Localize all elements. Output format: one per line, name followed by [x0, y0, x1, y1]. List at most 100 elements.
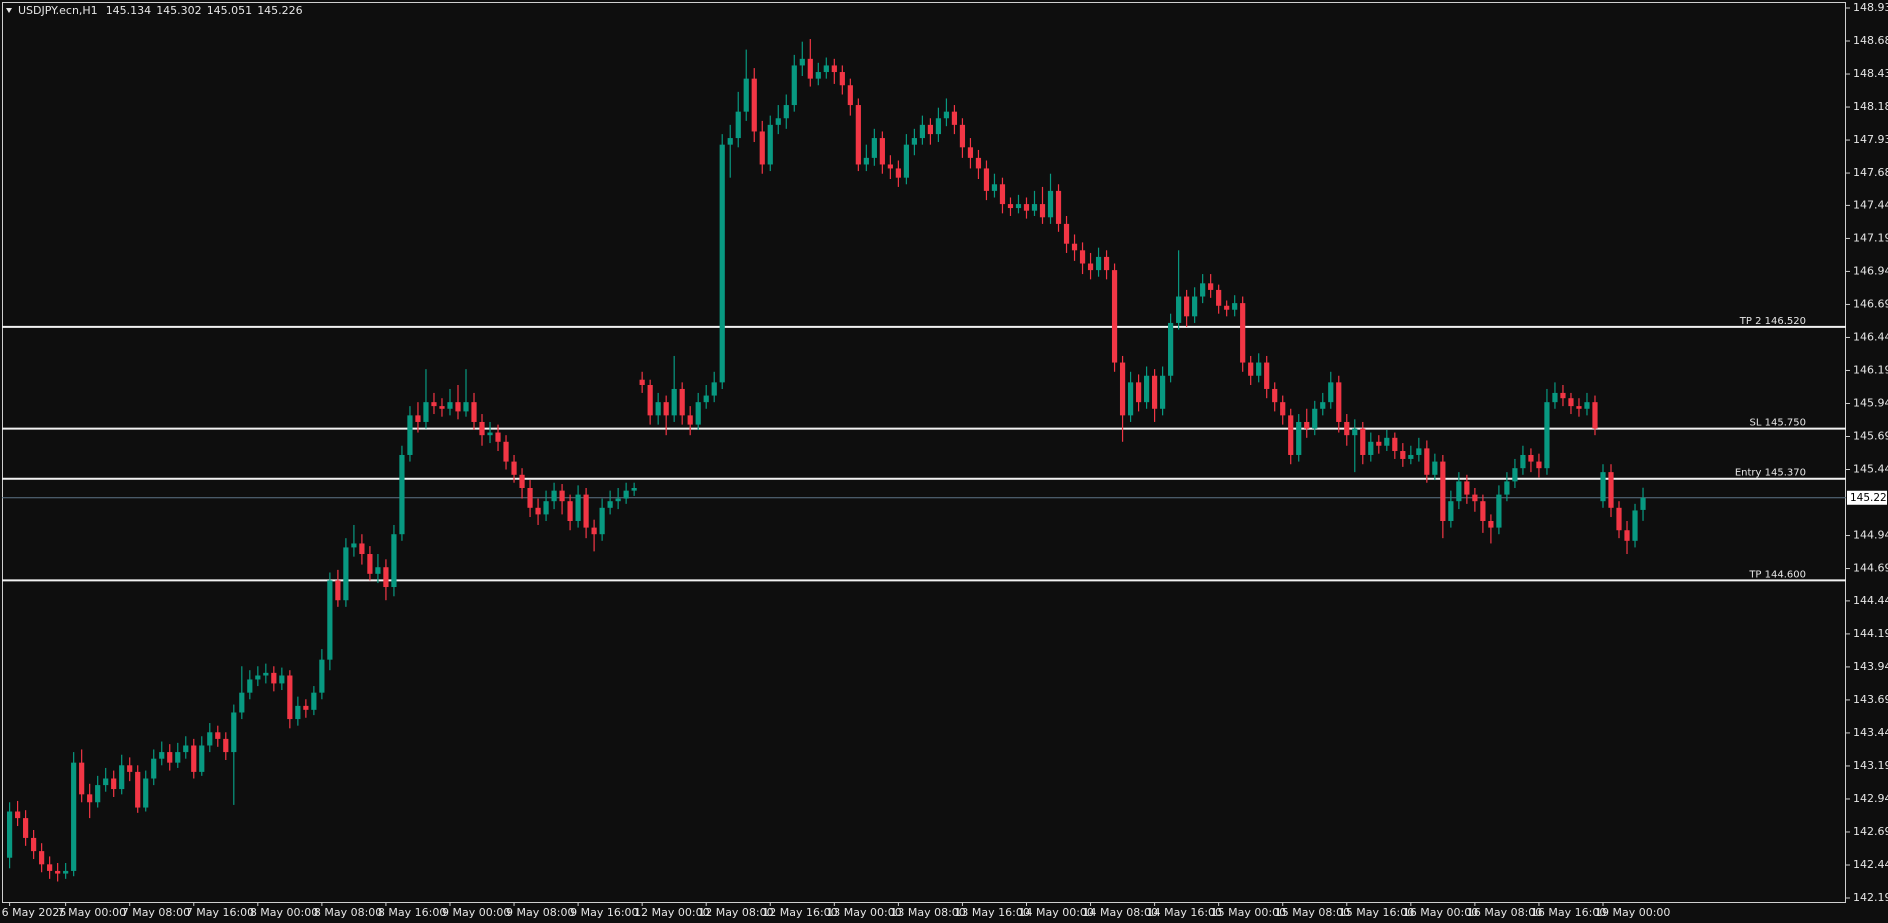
candle-body: [1232, 303, 1238, 310]
x-tick-label: 16 May 08:00: [1467, 906, 1542, 919]
y-tick-label: 143.945: [1853, 660, 1888, 673]
candle-body: [551, 490, 557, 502]
candle-body: [1576, 406, 1582, 409]
candle-body: [319, 659, 325, 693]
candle-body: [983, 168, 990, 191]
x-tick-label: 15 May 00:00: [1211, 906, 1286, 919]
candle-body: [519, 474, 525, 488]
candle-body: [1312, 408, 1318, 429]
x-tick-label: 14 May 16:00: [1147, 906, 1222, 919]
candle-body: [471, 402, 477, 422]
candle-body: [647, 384, 653, 416]
y-tick-label: 145.440: [1853, 463, 1888, 476]
candle-body: [719, 144, 725, 383]
candle-body: [1520, 454, 1526, 469]
candle-body: [967, 147, 974, 158]
candle-body: [223, 738, 229, 753]
candle-body: [167, 752, 173, 763]
y-tick-label: 148.185: [1853, 100, 1888, 113]
candle-body: [727, 138, 733, 145]
y-tick-label: 145.690: [1853, 429, 1888, 442]
candle-body: [879, 138, 885, 165]
candle-body: [495, 432, 501, 442]
current-price-label: 145.226: [1850, 492, 1888, 504]
high-value: 145.302: [156, 4, 202, 17]
x-tick-label: 19 May 00:00: [1595, 906, 1670, 919]
candle-body: [1055, 190, 1062, 224]
candle-body: [959, 124, 966, 148]
candle-body: [175, 752, 181, 763]
candle-body: [1023, 204, 1030, 211]
candle-body: [1640, 497, 1646, 510]
candle-body: [639, 379, 645, 385]
candle-body: [1472, 494, 1478, 502]
candle-body: [575, 494, 581, 522]
y-tick-label: 144.690: [1853, 562, 1888, 575]
candle-body: [535, 507, 541, 515]
x-tick-label: 12 May 16:00: [762, 906, 837, 919]
candle-body: [1560, 392, 1566, 399]
candle-body: [1632, 510, 1638, 541]
candle-body: [1103, 256, 1110, 271]
candle-body: [591, 527, 597, 535]
candle-body: [695, 402, 701, 425]
current-price-tag: [1847, 490, 1887, 505]
y-tick-label: 142.445: [1853, 858, 1888, 871]
candle-body: [1544, 402, 1550, 469]
candle-body: [103, 778, 109, 786]
candle-body: [1296, 421, 1302, 455]
candle-body: [783, 105, 789, 119]
menu-arrow[interactable]: [6, 8, 12, 13]
candle-body: [1488, 521, 1494, 528]
candle-body: [431, 402, 437, 407]
candle-body: [1448, 501, 1454, 522]
x-tick-label: 16 May 00:00: [1403, 906, 1478, 919]
candle-body: [935, 118, 942, 135]
candle-body: [1432, 461, 1438, 475]
candle-body: [1200, 283, 1206, 297]
candle-body: [895, 168, 901, 178]
candle-body: [375, 567, 381, 574]
candle-body: [1264, 362, 1270, 389]
candle-body: [1360, 428, 1366, 455]
candle-body: [807, 58, 813, 79]
candle-body: [71, 762, 77, 871]
candle-body: [1416, 448, 1422, 455]
candle-body: [1168, 322, 1174, 376]
candle-body: [1015, 204, 1022, 209]
candle-body: [127, 765, 133, 772]
candle-body: [1608, 472, 1614, 508]
candle-body: [1095, 256, 1102, 271]
y-tick-label: 144.445: [1853, 594, 1888, 607]
candle-body: [1336, 382, 1342, 422]
chart-header: USDJPY.ecn,H1 145.134 145.302 145.051 145.22…: [18, 4, 303, 17]
x-tick-label: 7 May 08:00: [122, 906, 190, 919]
candle-body: [663, 402, 669, 416]
candle-body: [119, 765, 125, 790]
x-tick-label: 8 May 08:00: [314, 906, 382, 919]
y-tick-label: 148.685: [1853, 34, 1888, 47]
candle-body: [1440, 461, 1446, 522]
candle-body: [47, 864, 53, 871]
candle-body: [1127, 382, 1134, 416]
candle-body: [1344, 421, 1350, 436]
candle-body: [463, 402, 469, 412]
candle-body: [199, 745, 205, 772]
candle-body: [543, 501, 549, 515]
candle-body: [1496, 494, 1502, 528]
candle-body: [1328, 382, 1334, 403]
candle-body: [1192, 296, 1198, 317]
candle-body: [1480, 501, 1486, 522]
candle-body: [839, 72, 845, 86]
candle-body: [735, 111, 741, 139]
candle-body: [1071, 243, 1078, 251]
candle-body: [255, 675, 261, 680]
candle-body: [95, 785, 101, 803]
x-tick-label: 9 May 16:00: [570, 906, 638, 919]
candle-body: [815, 72, 821, 79]
candle-body: [287, 675, 293, 720]
y-tick-label: 143.695: [1853, 693, 1888, 706]
candle-body: [1248, 362, 1254, 376]
candle-body: [1280, 402, 1286, 416]
